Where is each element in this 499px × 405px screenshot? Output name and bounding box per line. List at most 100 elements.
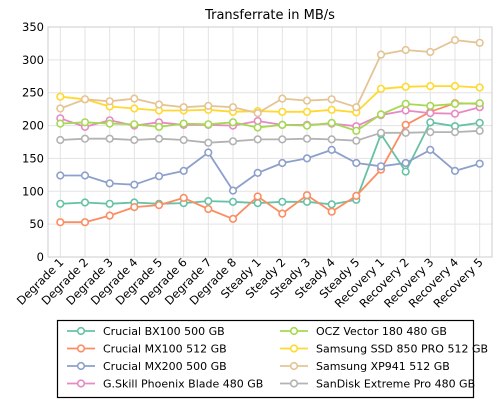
legend-label: Crucial MX200 500 GB [103, 360, 227, 373]
data-point [105, 119, 114, 128]
plot-frame [47, 26, 493, 258]
data-point [80, 134, 90, 143]
data-point [253, 116, 262, 126]
series-group [56, 35, 484, 227]
data-point [450, 109, 460, 118]
series-3 [56, 145, 484, 195]
data-point [105, 211, 114, 220]
data-point [204, 197, 213, 206]
data-point [327, 135, 336, 144]
data-point [401, 120, 410, 129]
data-point [475, 83, 484, 92]
data-point [376, 50, 386, 59]
data-point [253, 199, 262, 208]
data-point [130, 120, 139, 129]
data-point [253, 108, 262, 118]
data-point [327, 105, 336, 114]
data-point [253, 123, 262, 132]
data-point [154, 172, 164, 181]
data-point [302, 121, 312, 130]
y-tick-label: 150 [22, 151, 44, 165]
data-point [130, 135, 139, 145]
data-point [130, 104, 139, 113]
data-point [179, 166, 188, 175]
data-point [352, 136, 361, 145]
data-point [475, 38, 484, 47]
legend-item: Crucial BX100 500 GB [67, 325, 225, 338]
data-point [475, 118, 484, 127]
data-point [475, 126, 484, 135]
data-point [302, 191, 312, 200]
data-point [401, 158, 410, 168]
data-point [352, 191, 361, 200]
data-point [352, 126, 361, 135]
data-point [426, 108, 435, 118]
series-line [60, 121, 480, 206]
data-point [179, 119, 188, 128]
data-point [450, 166, 460, 175]
data-point [376, 128, 386, 137]
data-point [302, 96, 312, 105]
series-8 [56, 126, 484, 147]
data-point [56, 92, 65, 101]
data-point [228, 137, 238, 146]
data-point [352, 103, 361, 112]
data-point [426, 101, 435, 110]
series-line [60, 129, 480, 144]
data-point [278, 107, 287, 116]
data-point [228, 197, 238, 206]
data-point [253, 135, 262, 144]
legend-box [56, 319, 475, 399]
data-point [253, 192, 262, 201]
data-point [105, 134, 114, 143]
data-point [179, 103, 188, 112]
y-tick-label: 0 [37, 250, 44, 264]
chart-title: Transferrate in MB/s [204, 8, 335, 23]
data-point [80, 118, 90, 127]
legend-marker [76, 379, 86, 388]
data-point [278, 197, 287, 206]
data-point [154, 122, 164, 131]
y-tick-label: 100 [22, 184, 44, 198]
data-point [56, 171, 65, 180]
y-tick-label: 300 [22, 53, 44, 67]
data-point [204, 204, 213, 214]
legend-marker [76, 344, 86, 353]
data-point [105, 179, 114, 188]
data-point [450, 35, 460, 45]
data-point [376, 84, 386, 93]
legend-item: Samsung XP941 512 GB [280, 360, 450, 373]
data-point [179, 135, 188, 145]
data-point [327, 145, 336, 154]
data-point [450, 81, 460, 91]
series-line [60, 148, 480, 192]
data-point [376, 162, 386, 171]
data-point [105, 97, 114, 106]
grid [48, 26, 492, 258]
data-point [475, 99, 484, 108]
data-point [204, 120, 213, 129]
legend-item: SanDisk Extreme Pro 480 GB [280, 378, 475, 391]
data-point [302, 197, 312, 206]
data-point [56, 218, 65, 227]
data-point [253, 168, 262, 177]
data-point [154, 100, 164, 109]
legend-label: G.Skill Phoenix Blade 480 GB [103, 378, 263, 391]
data-point [401, 99, 410, 108]
data-point [401, 82, 410, 91]
data-point [228, 118, 238, 127]
data-point [302, 134, 312, 143]
y-tick-label: 200 [22, 119, 44, 133]
data-point [327, 200, 336, 209]
legend-label: Samsung XP941 512 GB [316, 360, 450, 373]
data-point [228, 214, 238, 223]
data-point [278, 158, 287, 168]
series-5 [56, 99, 484, 135]
legend-item: G.Skill Phoenix Blade 480 GB [67, 378, 263, 391]
data-point [278, 135, 287, 144]
legend-marker [289, 326, 299, 336]
data-point [401, 167, 410, 176]
y-tick-label: 250 [22, 86, 44, 100]
